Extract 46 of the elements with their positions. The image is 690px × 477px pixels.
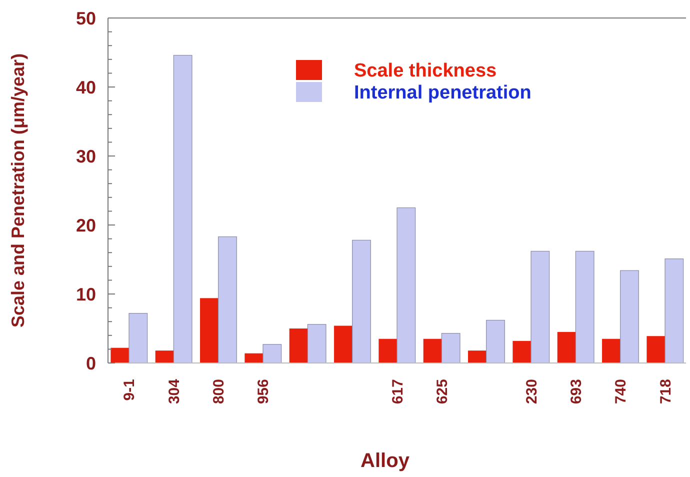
bar (396, 207, 416, 364)
bar (262, 344, 282, 364)
x-tick-label: 9-1 (121, 379, 138, 401)
bar (486, 320, 505, 364)
bar (155, 350, 174, 363)
bar (173, 54, 192, 364)
y-tick-label: 10 (76, 284, 96, 304)
bar (423, 338, 442, 363)
y-tick-label: 0 (86, 353, 96, 374)
x-tick-label: 625 (434, 379, 451, 404)
y-tick-label: 30 (76, 146, 96, 166)
bar (602, 338, 620, 363)
bar (200, 298, 218, 363)
bar (557, 332, 576, 363)
x-axis-title: Alloy (360, 450, 410, 472)
x-tick-label: 956 (255, 379, 272, 404)
bar (512, 340, 532, 363)
x-tick-label: 800 (210, 379, 228, 404)
legend-label: Internal penetration (354, 82, 532, 104)
bar (620, 270, 639, 364)
bar (378, 338, 397, 363)
bar (664, 258, 684, 364)
bar (468, 350, 486, 363)
bar (352, 240, 371, 364)
y-axis-title: Scale and Penetration (μm/year) (8, 53, 28, 328)
x-tick-label: 740 (612, 379, 630, 404)
bar (110, 348, 129, 363)
bar (575, 250, 594, 364)
bar (646, 336, 666, 363)
y-tick-label: 50 (76, 8, 96, 28)
bar (218, 236, 237, 364)
bar (334, 326, 352, 363)
x-tick-label: 304 (166, 378, 183, 404)
x-tick-label: 230 (523, 379, 540, 404)
bar (128, 313, 148, 364)
y-tick-label: 20 (76, 215, 96, 236)
bar (530, 250, 550, 364)
legend-label: Scale thickness (354, 60, 497, 82)
x-tick-label: 718 (657, 379, 674, 404)
bar (307, 324, 326, 364)
bar (244, 353, 263, 363)
x-tick-label: 617 (389, 379, 406, 404)
bar (289, 328, 308, 363)
x-tick-label: 693 (568, 379, 585, 404)
bar (441, 333, 460, 364)
y-tick-label: 40 (76, 77, 96, 98)
